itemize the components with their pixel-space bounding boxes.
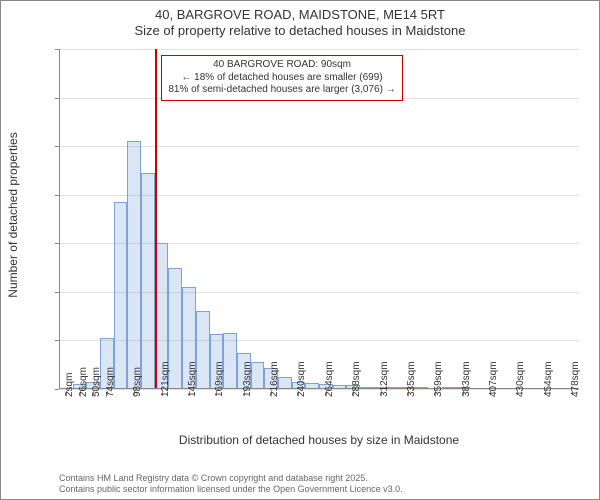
footnote-line-1: Contains HM Land Registry data © Crown c…	[59, 473, 403, 484]
plot-border	[59, 49, 579, 389]
chart-title: 40, BARGROVE ROAD, MAIDSTONE, ME14 5RT	[1, 1, 599, 23]
footnote: Contains HM Land Registry data © Crown c…	[59, 473, 403, 496]
x-axis-label: Distribution of detached houses by size …	[59, 433, 579, 447]
footnote-line-2: Contains public sector information licen…	[59, 484, 403, 495]
chart-frame: 40, BARGROVE ROAD, MAIDSTONE, ME14 5RT S…	[0, 0, 600, 500]
plot-area: 40 BARGROVE ROAD: 90sqm ← 18% of detache…	[59, 49, 579, 389]
chart-subtitle: Size of property relative to detached ho…	[1, 23, 599, 39]
chart-area: 40 BARGROVE ROAD: 90sqm ← 18% of detache…	[1, 45, 600, 449]
